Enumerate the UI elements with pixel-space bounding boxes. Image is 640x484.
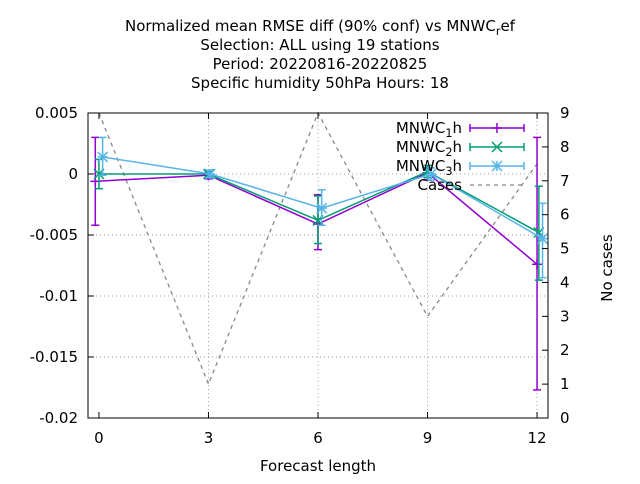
title-line-1: Normalized mean RMSE diff (90% conf) vs …	[125, 17, 516, 38]
axes: 0 3 6 9 12-0.02-0.015-0.01-0.00500.005012345…	[30, 104, 570, 447]
y-tick-label: -0.005	[30, 226, 78, 244]
chart-title: Normalized mean RMSE diff (90% conf) vs …	[125, 17, 516, 92]
series-3	[97, 136, 549, 279]
y2-tick-label: 1	[560, 375, 570, 393]
y2-tick-label: 0	[560, 409, 570, 427]
y-tick-label: 0.005	[35, 104, 78, 122]
y-tick-label: -0.015	[30, 348, 78, 366]
legend-label: MNWC3h	[396, 157, 462, 178]
y2-tick-label: 7	[560, 172, 570, 190]
y2-tick-label: 6	[560, 206, 570, 224]
legend-label: MNWC2h	[396, 138, 462, 159]
y2-tick-label: 2	[560, 341, 570, 359]
legend-label: Cases	[417, 176, 462, 194]
point-marker	[97, 151, 109, 163]
title-line-4: Specific humidity 50hPa Hours: 18	[191, 74, 449, 92]
y2-axis-label: No cases	[598, 234, 616, 302]
point-marker	[425, 168, 437, 180]
point-marker	[204, 168, 216, 180]
y2-tick-label: 5	[560, 240, 570, 258]
y2-tick-label: 8	[560, 138, 570, 156]
title-line-2: Selection: ALL using 19 stations	[200, 36, 439, 54]
x-tick-label: 3	[204, 429, 214, 447]
title-line-3: Period: 20220816-20220825	[213, 55, 428, 73]
x-tick-label: 6	[313, 429, 323, 447]
point-marker	[536, 233, 549, 245]
grid-lines	[88, 112, 548, 419]
y-tick-label: 0	[68, 165, 78, 183]
x-axis-label: Forecast length	[260, 457, 376, 475]
y-tick-label: -0.02	[39, 409, 78, 427]
y2-tick-label: 3	[560, 307, 570, 325]
series-1	[90, 136, 543, 391]
x-tick-label: 0	[94, 429, 104, 447]
y-tick-label: -0.01	[39, 287, 78, 305]
point-marker	[491, 141, 503, 153]
series-layer	[90, 136, 549, 391]
y2-tick-label: 4	[560, 273, 570, 291]
x-tick-label: 12	[528, 429, 547, 447]
point-marker	[316, 202, 328, 214]
legend-label: MNWC1h	[396, 119, 462, 140]
x-tick-label: 9	[423, 429, 433, 447]
point-marker	[491, 160, 503, 172]
y2-tick-label: 9	[560, 104, 570, 122]
